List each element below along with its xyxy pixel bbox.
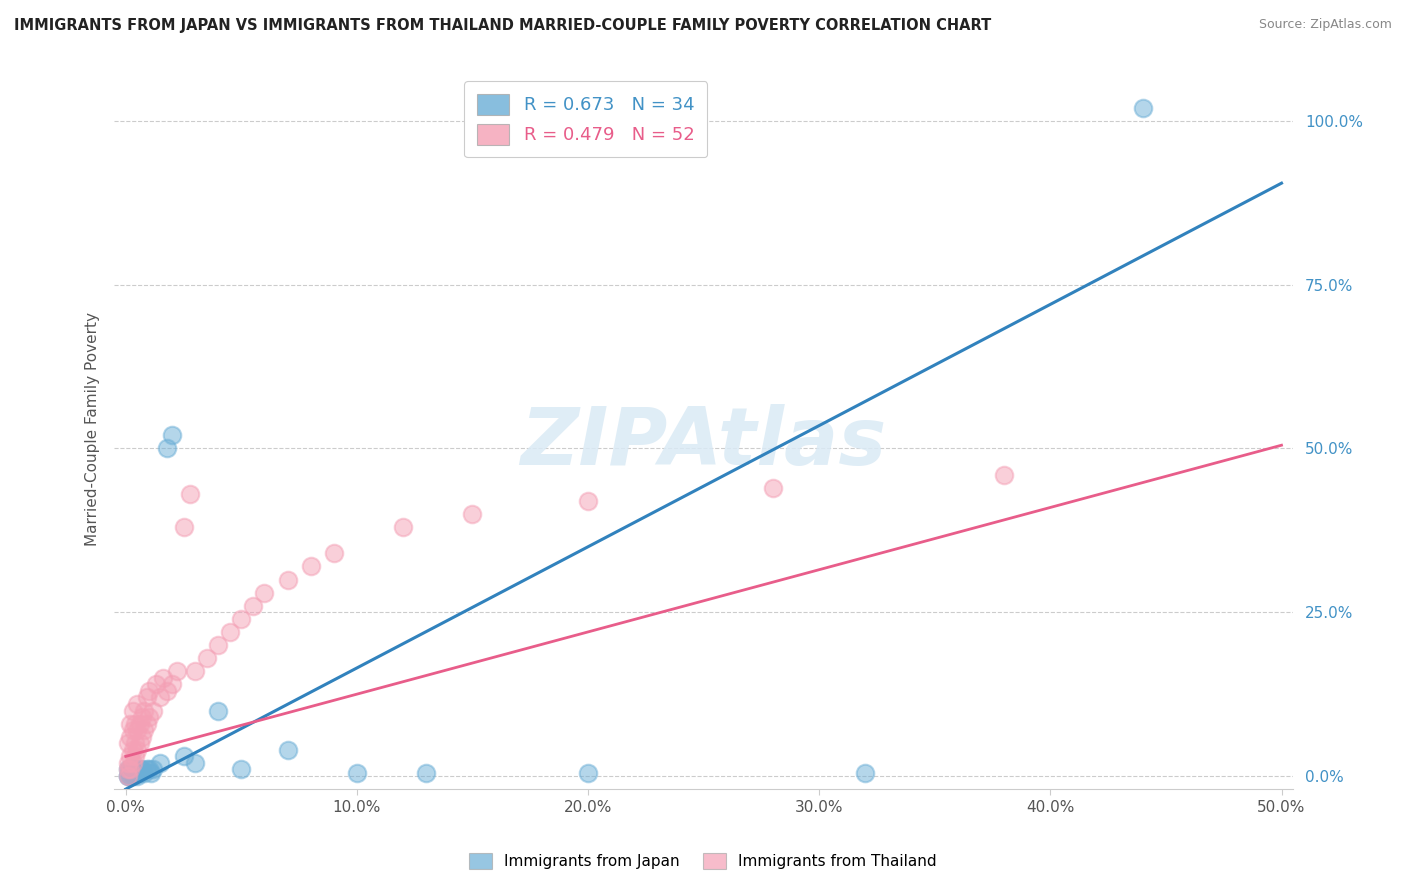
- Point: [149, 756, 172, 770]
- Point: [120, 730, 142, 744]
- Point: [117, 769, 139, 783]
- Point: [127, 765, 149, 780]
- Point: [120, 769, 142, 783]
- Point: [392, 520, 415, 534]
- Point: [322, 546, 344, 560]
- Point: [117, 769, 139, 783]
- Point: [149, 690, 172, 705]
- Point: [117, 769, 139, 783]
- Point: [120, 763, 142, 777]
- Point: [121, 743, 143, 757]
- Point: [135, 690, 157, 705]
- Legend: R = 0.673   N = 34, R = 0.479   N = 52: R = 0.673 N = 34, R = 0.479 N = 52: [464, 81, 707, 157]
- Point: [128, 763, 150, 777]
- Point: [156, 684, 179, 698]
- Point: [124, 763, 146, 777]
- Point: [131, 730, 153, 744]
- Point: [184, 664, 207, 678]
- Point: [299, 559, 322, 574]
- Point: [762, 481, 785, 495]
- Point: [120, 765, 142, 780]
- Point: [124, 736, 146, 750]
- Point: [128, 716, 150, 731]
- Point: [142, 704, 165, 718]
- Point: [127, 697, 149, 711]
- Point: [138, 763, 160, 777]
- Point: [461, 507, 484, 521]
- Point: [141, 765, 163, 780]
- Point: [121, 704, 143, 718]
- Point: [173, 749, 195, 764]
- Point: [124, 749, 146, 764]
- Point: [121, 756, 143, 770]
- Point: [184, 756, 207, 770]
- Point: [166, 664, 188, 678]
- Point: [207, 638, 229, 652]
- Text: Source: ZipAtlas.com: Source: ZipAtlas.com: [1258, 18, 1392, 31]
- Point: [415, 765, 437, 780]
- Point: [218, 624, 240, 639]
- Point: [127, 769, 149, 783]
- Point: [117, 763, 139, 777]
- Point: [134, 704, 156, 718]
- Point: [277, 573, 299, 587]
- Point: [138, 684, 160, 698]
- Point: [135, 716, 157, 731]
- Point: [117, 763, 139, 777]
- Point: [576, 494, 599, 508]
- Point: [134, 765, 156, 780]
- Point: [127, 723, 149, 738]
- Point: [117, 736, 139, 750]
- Point: [855, 765, 877, 780]
- Point: [138, 710, 160, 724]
- Point: [128, 765, 150, 780]
- Legend: Immigrants from Japan, Immigrants from Thailand: Immigrants from Japan, Immigrants from T…: [463, 847, 943, 875]
- Point: [207, 704, 229, 718]
- Text: ZIPAtlas: ZIPAtlas: [520, 404, 887, 483]
- Point: [195, 651, 218, 665]
- Point: [124, 765, 146, 780]
- Point: [993, 467, 1015, 482]
- Point: [120, 763, 142, 777]
- Point: [160, 677, 183, 691]
- Point: [131, 763, 153, 777]
- Point: [145, 677, 167, 691]
- Point: [142, 763, 165, 777]
- Point: [173, 520, 195, 534]
- Point: [117, 756, 139, 770]
- Point: [576, 765, 599, 780]
- Point: [128, 736, 150, 750]
- Point: [231, 763, 253, 777]
- Point: [277, 743, 299, 757]
- Point: [120, 749, 142, 764]
- Point: [156, 442, 179, 456]
- Point: [121, 763, 143, 777]
- Point: [135, 763, 157, 777]
- Point: [152, 671, 174, 685]
- Text: IMMIGRANTS FROM JAPAN VS IMMIGRANTS FROM THAILAND MARRIED-COUPLE FAMILY POVERTY : IMMIGRANTS FROM JAPAN VS IMMIGRANTS FROM…: [14, 18, 991, 33]
- Point: [127, 743, 149, 757]
- Point: [124, 716, 146, 731]
- Y-axis label: Married-Couple Family Poverty: Married-Couple Family Poverty: [86, 312, 100, 546]
- Point: [131, 710, 153, 724]
- Point: [134, 723, 156, 738]
- Point: [121, 769, 143, 783]
- Point: [179, 487, 201, 501]
- Point: [121, 723, 143, 738]
- Point: [242, 599, 264, 613]
- Point: [346, 765, 368, 780]
- Point: [120, 716, 142, 731]
- Point: [231, 612, 253, 626]
- Point: [253, 585, 276, 599]
- Point: [160, 428, 183, 442]
- Point: [1132, 101, 1154, 115]
- Point: [121, 765, 143, 780]
